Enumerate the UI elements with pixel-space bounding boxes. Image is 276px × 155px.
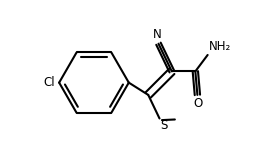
Text: S: S: [160, 120, 167, 133]
Text: O: O: [193, 97, 202, 110]
Text: NH₂: NH₂: [209, 40, 231, 53]
Text: N: N: [153, 28, 162, 41]
Text: Cl: Cl: [44, 76, 55, 89]
